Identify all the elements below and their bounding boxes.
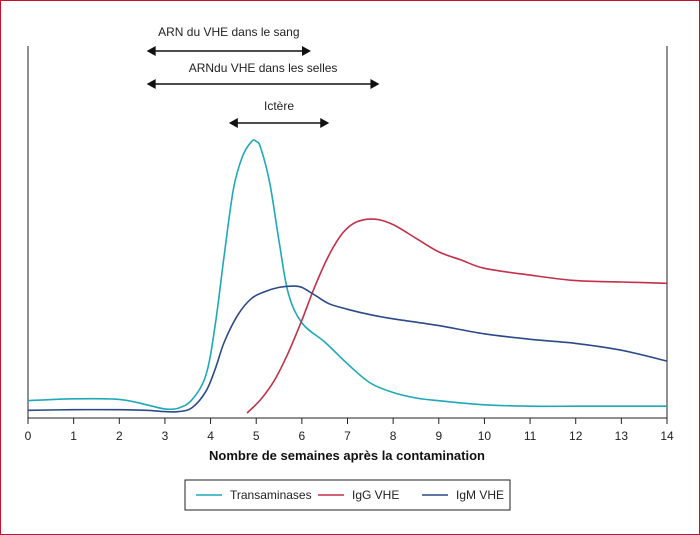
x-axis-label: Nombre de semaines après la contaminatio… bbox=[209, 448, 485, 463]
x-tick-label: 0 bbox=[25, 429, 32, 443]
series-line-igm-vhe bbox=[27, 285, 668, 413]
legend-item: IgM VHE bbox=[422, 488, 504, 502]
x-tick-label: 4 bbox=[207, 429, 214, 443]
x-tick-label: 1 bbox=[70, 429, 77, 443]
legend: Transaminases IgG VHE IgM VHE bbox=[184, 479, 511, 511]
x-tick-label: 2 bbox=[116, 429, 123, 443]
x-tick-label: 13 bbox=[615, 429, 629, 443]
x-tick-label: 10 bbox=[478, 429, 492, 443]
x-tick-label: 5 bbox=[253, 429, 260, 443]
annotation-arrow: ARN du VHE dans le sang bbox=[146, 25, 311, 56]
annotations: ARN du VHE dans le sang ARNdu VHE dans le… bbox=[146, 25, 380, 128]
annotation-label: ARN du VHE dans le sang bbox=[158, 25, 299, 39]
x-ticks: 0 1 2 3 4 5 6 7 8 9 10 11 12 13 14 bbox=[25, 418, 674, 443]
annotation-label: ARNdu VHE dans les selles bbox=[189, 61, 338, 75]
legend-label: IgM VHE bbox=[456, 488, 504, 502]
annotation-arrow: Ictère bbox=[228, 99, 330, 128]
series-line-transaminases bbox=[27, 139, 667, 411]
legend-label: IgG VHE bbox=[352, 488, 399, 502]
legend-items: Transaminases IgG VHE IgM VHE bbox=[196, 488, 504, 502]
series-lines bbox=[27, 139, 668, 414]
x-tick-label: 6 bbox=[299, 429, 306, 443]
arrowhead-right bbox=[370, 79, 380, 89]
x-tick-label: 7 bbox=[344, 429, 351, 443]
annotation-label: Ictère bbox=[264, 99, 294, 113]
x-tick-label: 9 bbox=[435, 429, 442, 443]
series-line-igg-vhe bbox=[246, 218, 668, 414]
x-tick-label: 14 bbox=[660, 429, 674, 443]
x-tick-label: 12 bbox=[569, 429, 583, 443]
arrowhead-left bbox=[146, 46, 156, 56]
x-tick-label: 3 bbox=[162, 429, 169, 443]
legend-label: Transaminases bbox=[230, 488, 312, 502]
legend-item: IgG VHE bbox=[318, 488, 399, 502]
arrowhead-right bbox=[320, 118, 330, 128]
annotation-arrow: ARNdu VHE dans les selles bbox=[146, 61, 380, 89]
legend-item: Transaminases bbox=[196, 488, 312, 502]
x-tick-label: 11 bbox=[524, 429, 537, 443]
arrowhead-left bbox=[146, 79, 156, 89]
axes bbox=[27, 46, 668, 419]
legend-box bbox=[184, 479, 511, 511]
arrowhead-left bbox=[228, 118, 238, 128]
arrowhead-right bbox=[301, 46, 311, 56]
x-tick-label: 8 bbox=[390, 429, 397, 443]
